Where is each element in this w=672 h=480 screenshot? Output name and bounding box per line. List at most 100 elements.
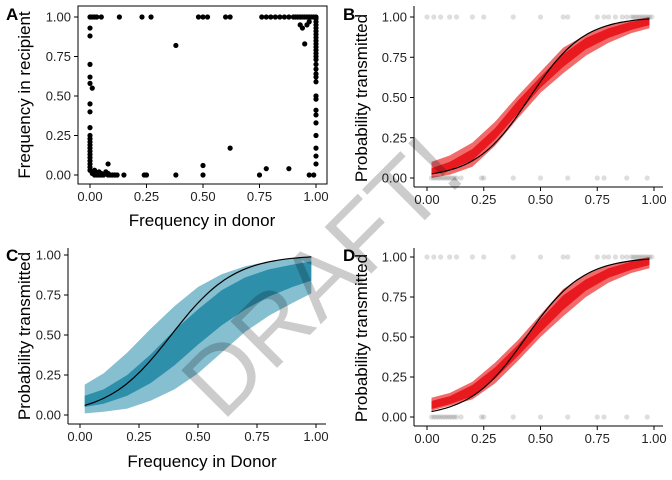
panel-a-data-point — [313, 153, 319, 159]
panel-a-y-tick-label: 0.00 — [46, 168, 71, 183]
panel-c-x-tick-label: 0.50 — [185, 429, 210, 444]
panel-b-observed-point — [453, 175, 460, 181]
panel-a-data-point — [272, 14, 278, 20]
panel-a-data-point — [116, 14, 122, 20]
panel-b-observed-point — [594, 175, 600, 181]
panel-a-data-point — [87, 25, 93, 31]
panel-d-observed-point — [649, 254, 655, 260]
panel-d-observed-point — [646, 254, 653, 260]
panel-d-observed-point — [424, 254, 430, 260]
panel-a-data-point — [313, 132, 319, 139]
panel-b-observed-point — [630, 14, 637, 20]
panel-a-data-point — [98, 14, 104, 20]
panel-d-y-tick-label: 0.00 — [382, 410, 407, 425]
panel-b-x-tick-label: 0.75 — [585, 192, 610, 207]
panel-b-observed-point — [601, 175, 607, 181]
panel-c-plot: 0.00 0.25 0.50 0.75 1.00 0.00 0.25 0.50 0.75 1.00 — [36, 248, 329, 445]
panel-d-observed-point — [435, 414, 441, 420]
panel-a-data-point — [313, 145, 319, 151]
panel-b-y-axis-label: Probability transmitted — [352, 14, 371, 182]
panel-b-observed-point — [640, 14, 646, 20]
panel-b-observed-point — [444, 175, 451, 181]
panel-d-observed-point — [431, 254, 437, 260]
panel-d-observed-point — [619, 254, 625, 260]
panel-b-observed-point — [601, 14, 607, 20]
panel-d-observed-point — [442, 414, 448, 420]
panel-c-fit-line — [84, 256, 312, 406]
panel-b-observed-point — [624, 14, 630, 20]
panel-d-observed-point — [453, 254, 460, 260]
panel-c-y-axis-label: Probability transmitted — [15, 252, 34, 420]
panel-d-observed-point — [447, 414, 453, 420]
panel-b-observed-point — [478, 175, 485, 181]
panel-d-observed-point — [594, 414, 600, 420]
panel-d-plot: 0.00 0.25 0.50 0.75 1.00 0.00 0.25 0.50 0.75 1.00 — [382, 248, 667, 446]
panel-a-data-point — [286, 166, 292, 172]
panel-b-observed-point — [481, 175, 487, 181]
panel-d-observed-point — [431, 414, 437, 420]
panel-a-data-point — [223, 14, 229, 20]
panel-b-observed-point — [644, 175, 650, 181]
panel-b-observed-point — [458, 175, 464, 181]
panel-b-observed-point — [435, 175, 441, 181]
panel-b-observed-point — [537, 175, 544, 181]
panel-b-observed-point — [433, 175, 439, 181]
panel-a-data-point — [87, 109, 93, 115]
panel-d-fit-line — [431, 258, 650, 413]
panel-b-observed-point — [469, 14, 475, 20]
panel-a-data-point — [114, 172, 120, 178]
panel-a-data-point — [281, 14, 287, 20]
panel-a-data-point — [313, 66, 319, 72]
panel-d-observed-point — [481, 254, 487, 260]
panel-a-data-point — [297, 22, 303, 28]
panel-d-observed-point — [451, 414, 457, 420]
panel-d-observed-point — [565, 414, 571, 420]
panel-b-observed-point — [537, 14, 544, 20]
panel-a-data-point — [87, 74, 93, 80]
panel-d-observed-point — [628, 254, 634, 260]
panel-a-data-point — [313, 120, 319, 126]
panel-d-outer-band — [431, 257, 650, 411]
panel-a-x-tick-label: 0.00 — [77, 189, 102, 204]
panel-a-y-axis-label: Frequency in recipient — [15, 11, 34, 179]
panel-d-observed-point — [453, 414, 460, 420]
panel-b-x-tick-label: 1.00 — [641, 192, 666, 207]
panel-d: D 0.00 0.25 0.50 0.75 1.00 0.00 0.25 0.50 0.75 1.… — [343, 246, 667, 446]
panel-d-x-tick-label: 0.50 — [528, 431, 553, 446]
panel-d-observed-point — [447, 254, 453, 260]
panel-b-observed-point — [424, 14, 430, 20]
panel-d-observed-point — [640, 254, 646, 260]
panel-b-observed-point — [438, 175, 444, 181]
panel-d-y-tick-label: 0.25 — [382, 370, 407, 385]
panel-a-tag: A — [6, 5, 18, 24]
panel-a-data-point — [173, 172, 179, 178]
panel-a-data-point — [200, 14, 206, 20]
panel-a-data-point — [313, 96, 319, 102]
panel-a-data-point — [313, 74, 319, 80]
panel-a-data-point — [200, 172, 206, 178]
panel-b-observed-point — [594, 14, 600, 20]
panel-b-observed-point — [481, 14, 487, 20]
panel-b-observed-point — [642, 14, 648, 20]
panel-d-observed-point — [637, 254, 643, 260]
panel-b-plot: 0.00 0.25 0.50 0.75 1.00 0.00 0.25 0.50 0.75 1.00 — [382, 6, 667, 207]
panel-d-observed-point — [433, 414, 439, 420]
panel-d-observed-point — [560, 254, 566, 260]
panel-d-observed-point — [440, 414, 446, 420]
panel-d-observed-point — [478, 414, 485, 420]
panel-d-y-tick-label: 0.75 — [382, 290, 407, 305]
panel-a-data-point — [313, 79, 319, 85]
panel-b-y-tick-label: 0.75 — [382, 50, 407, 65]
panel-d-observed-point — [438, 254, 444, 260]
panel-b-fit-line — [431, 18, 650, 175]
panel-d-observed-point — [458, 414, 464, 420]
panel-a-x-tick-label: 0.75 — [247, 189, 272, 204]
panel-c-x-tick-label: 0.75 — [244, 429, 269, 444]
panel-a-data-point — [259, 14, 265, 20]
panel-a-y-tick-label: 0.50 — [46, 89, 71, 104]
panel-a-y-tick-label: 0.75 — [46, 49, 71, 64]
panel-a-data-point — [311, 172, 317, 178]
panel-d-observed-point — [537, 414, 544, 420]
panel-b-observed-point — [565, 175, 571, 181]
panel-b-observed-point — [644, 14, 650, 20]
